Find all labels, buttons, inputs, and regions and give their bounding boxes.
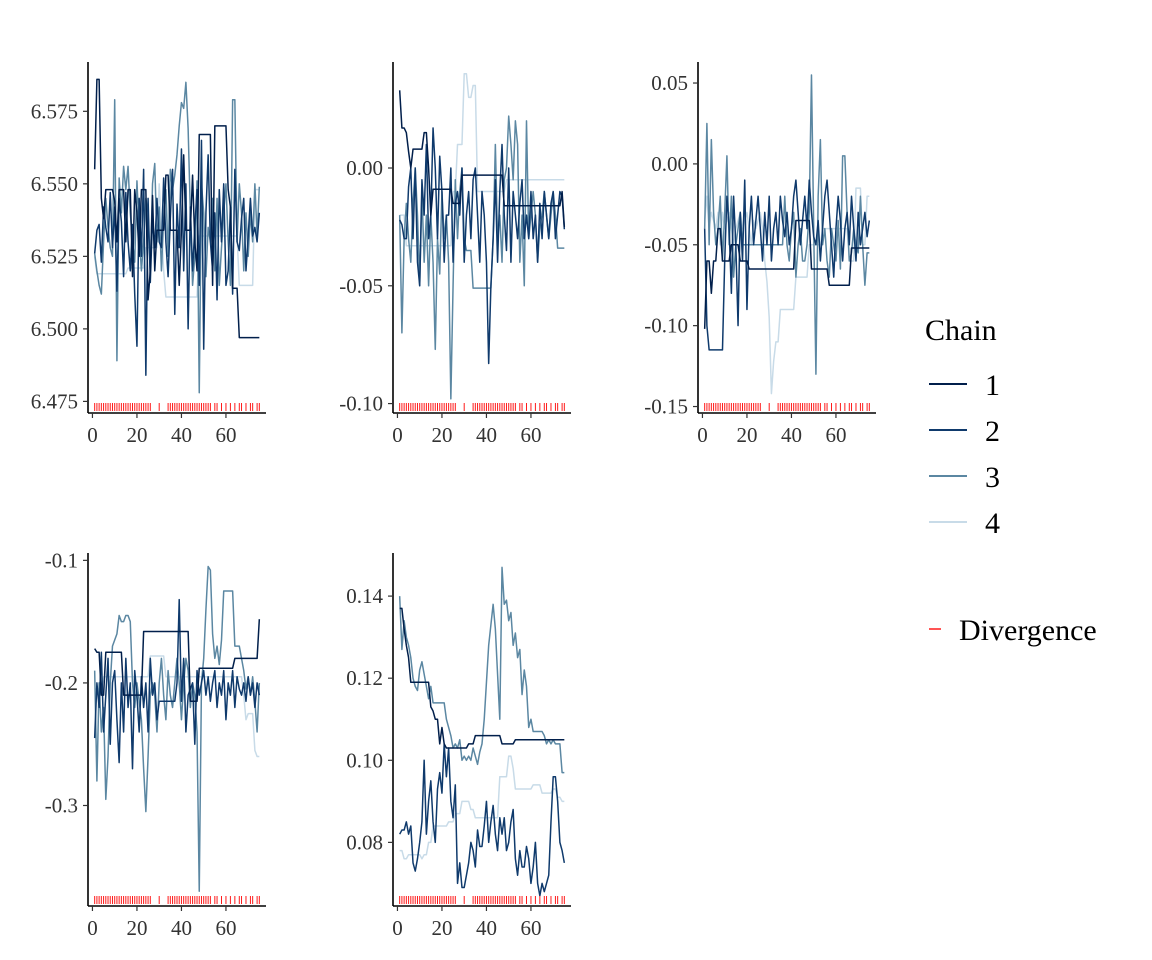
y-tick-label: 6.475 xyxy=(31,389,78,413)
x-tick-label: 40 xyxy=(476,916,497,940)
y-tick-label: 6.525 xyxy=(31,244,78,268)
series-line-chain-2 xyxy=(399,127,566,365)
facet-title: b_WrittenFrequency_c xyxy=(404,31,560,50)
legend-title: Chain xyxy=(925,314,997,347)
x-tick-label: 0 xyxy=(87,423,98,447)
y-tick-label: -0.05 xyxy=(644,233,688,257)
series-line-chain-1 xyxy=(93,78,260,339)
x-tick-label: 60 xyxy=(520,423,541,447)
x-tick-label: 0 xyxy=(87,916,98,940)
series-line-chain-4 xyxy=(399,755,565,860)
x-tick-label: 40 xyxy=(171,916,192,940)
x-tick-label: 20 xyxy=(126,916,147,940)
x-tick-label: 20 xyxy=(431,916,452,940)
legend-divergence-item: Divergence xyxy=(929,614,1097,647)
series-line-chain-1 xyxy=(398,90,566,227)
x-tick-label: 60 xyxy=(520,916,541,940)
x-tick-label: 0 xyxy=(392,916,403,940)
series-line-chain-3 xyxy=(398,115,565,400)
series-line-chain-1 xyxy=(703,219,870,329)
x-tick-label: 20 xyxy=(736,423,757,447)
x-tick-label: 40 xyxy=(476,423,497,447)
x-tick-label: 60 xyxy=(215,423,236,447)
legend-label-chain-3: 3 xyxy=(985,461,1000,494)
facet-title: b_Intercept xyxy=(138,31,216,50)
legend-chain-items: 1 2 3 4 xyxy=(929,369,1000,540)
series-line-chain-1 xyxy=(399,607,565,749)
y-tick-label: -0.15 xyxy=(644,395,688,419)
y-tick-label: 0.00 xyxy=(651,152,688,176)
legend-label-chain-1: 1 xyxy=(985,369,1000,402)
y-tick-label: 6.550 xyxy=(31,172,78,196)
series-line-chain-1 xyxy=(94,619,261,703)
series-line-chain-2 xyxy=(703,179,871,351)
facet-panel: b_Intercept 6.475 6.500 6.525 6.550 6.575 0 20 4… xyxy=(31,31,266,447)
y-tick-label: -0.1 xyxy=(45,548,78,572)
y-tick-label: 6.500 xyxy=(31,317,78,341)
facet-panel: b_SubjectYoung -0.3 -0.2 -0.1 0 20 40 60 xyxy=(45,522,266,940)
x-tick-label: 40 xyxy=(781,423,802,447)
y-tick-label: 0.05 xyxy=(651,71,688,95)
series-line-chain-3 xyxy=(93,81,261,394)
y-tick-label: -0.10 xyxy=(644,314,688,338)
x-tick-label: 0 xyxy=(392,423,403,447)
facet-title: b_SubjectYoung xyxy=(121,522,234,541)
series-line-chain-2 xyxy=(399,743,566,897)
y-tick-label: 6.575 xyxy=(31,99,78,123)
x-tick-label: 40 xyxy=(171,423,192,447)
x-tick-label: 20 xyxy=(431,423,452,447)
legend-label-chain-2: 2 xyxy=(985,415,1000,448)
facet-panel: sigma 0.08 0.10 0.12 0.14 0 20 40 60 xyxy=(346,522,571,940)
y-tick-label: -0.10 xyxy=(339,392,383,416)
series-line-chain-3 xyxy=(703,74,870,375)
y-tick-label: 0.10 xyxy=(346,748,383,772)
x-tick-label: 60 xyxy=(215,916,236,940)
facet-title: sigma xyxy=(462,522,503,541)
y-tick-label: 0.08 xyxy=(346,830,383,854)
facet-panel: b_Familiarity_c -0.15 -0.10 -0.05 0.00 0.05 0 2… xyxy=(644,31,876,447)
y-tick-label: 0.00 xyxy=(346,156,383,180)
y-tick-label: -0.05 xyxy=(339,274,383,298)
y-tick-label: 0.14 xyxy=(346,584,383,608)
series-line-chain-2 xyxy=(93,598,261,770)
y-tick-label: -0.2 xyxy=(45,671,78,695)
facet-panels: b_Intercept 6.475 6.500 6.525 6.550 6.575 0 20 4… xyxy=(31,31,876,940)
series-line-chain-2 xyxy=(93,139,261,377)
facet-panel: b_WrittenFrequency_c -0.10 -0.05 0.00 0 20 40 6… xyxy=(339,31,571,447)
y-tick-label: -0.3 xyxy=(45,793,78,817)
series-line-chain-3 xyxy=(398,566,565,774)
legend-label-chain-4: 4 xyxy=(985,507,1000,540)
x-tick-label: 60 xyxy=(825,423,846,447)
facet-title: b_Familiarity_c xyxy=(733,31,842,50)
x-tick-label: 0 xyxy=(697,423,708,447)
x-tick-label: 20 xyxy=(126,423,147,447)
legend: Chain 1 2 3 4 Divergence xyxy=(925,314,1097,647)
y-tick-label: 0.12 xyxy=(346,666,383,690)
legend-divergence-label: Divergence xyxy=(959,614,1097,647)
